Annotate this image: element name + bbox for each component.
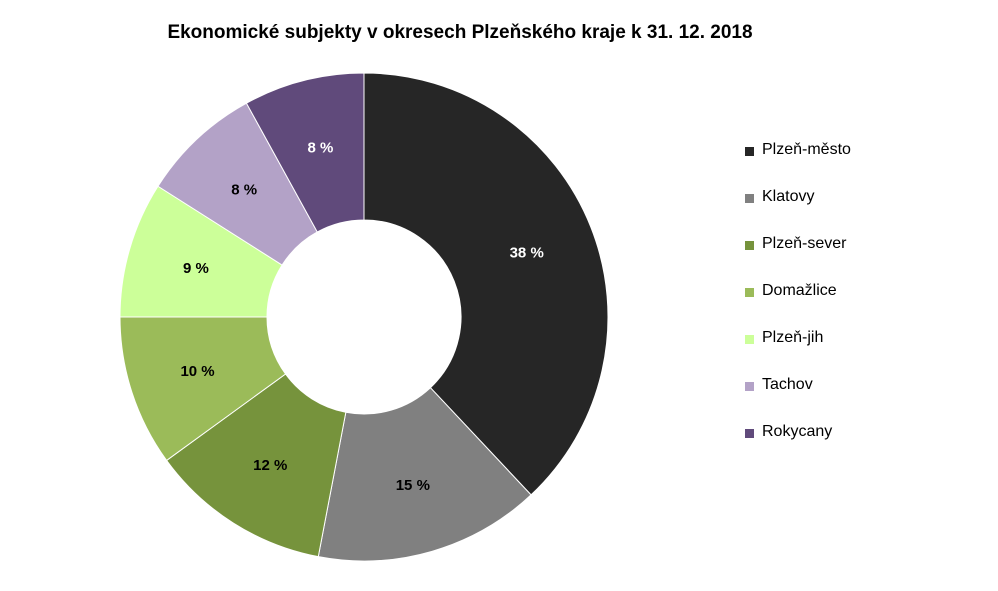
legend-swatch (745, 194, 754, 203)
data-label: 38 % (510, 245, 544, 262)
legend-swatch (745, 241, 754, 250)
legend-label: Domažlice (762, 282, 837, 299)
legend-swatch (745, 382, 754, 391)
legend-label: Plzeň-sever (762, 235, 847, 252)
legend-label: Tachov (762, 376, 813, 393)
data-label: 12 % (253, 457, 287, 474)
legend-swatch (745, 288, 754, 297)
legend-label: Plzeň-jih (762, 329, 824, 346)
data-label: 10 % (180, 363, 214, 380)
data-label: 9 % (183, 260, 209, 277)
slice-klatovy (317, 387, 532, 562)
donut-data-labels: 38 % 15 % 12 % 10 % 9 % 8 % 8 % (180, 139, 543, 494)
chart-title: Ekonomické subjekty v okresech Plzeňskéh… (167, 22, 753, 43)
legend-swatch (745, 335, 754, 344)
slice-plzeň-město (363, 72, 609, 496)
slice-rokycany (245, 72, 365, 233)
legend-swatch (745, 147, 754, 156)
data-label: 8 % (308, 139, 334, 156)
slice-plzeň-sever (165, 373, 347, 558)
legend-label: Plzeň-město (762, 141, 851, 158)
legend-label: Rokycany (762, 423, 833, 440)
legend-label: Klatovy (762, 188, 815, 205)
data-label: 15 % (396, 477, 430, 494)
legend-swatch (745, 429, 754, 438)
donut-slices (119, 72, 609, 562)
data-label: 8 % (231, 181, 257, 198)
